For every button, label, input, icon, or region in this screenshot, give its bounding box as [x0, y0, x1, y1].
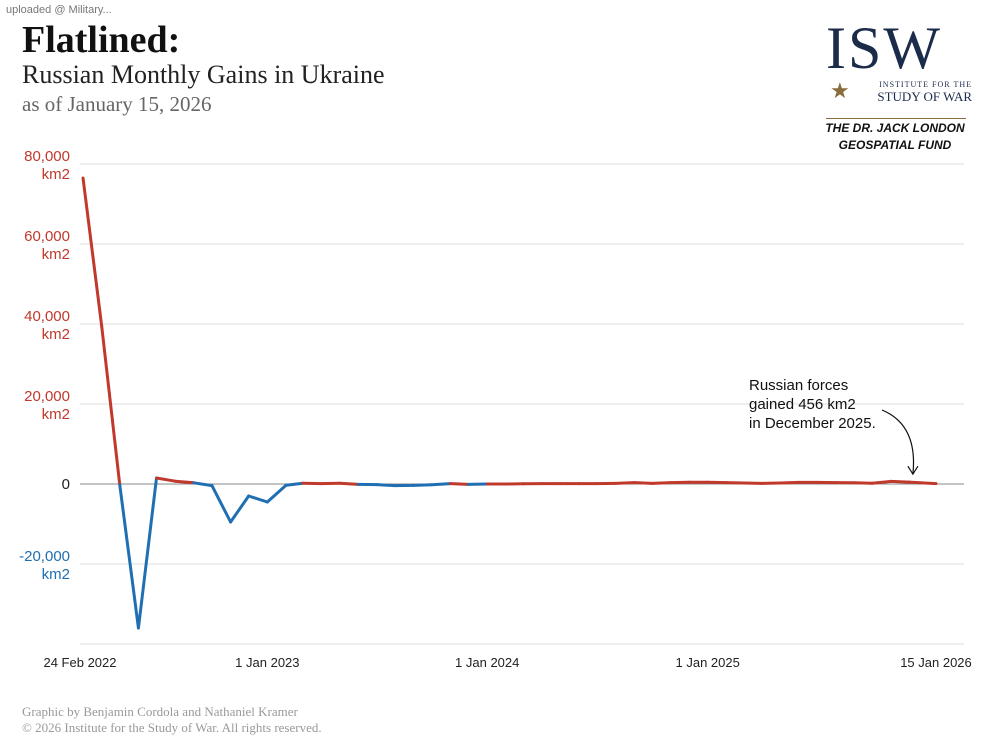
y-tick-unit: km2 [42, 406, 70, 423]
annotation-text: Russian forces [749, 377, 848, 394]
annotation: Russian forces gained 456 km2 in December … [749, 377, 919, 476]
annotation-text: gained 456 km2 [749, 396, 856, 413]
y-tick-unit: km2 [42, 246, 70, 263]
series-segment [210, 484, 233, 524]
logo-line2: STUDY OF WAR [877, 89, 972, 104]
series-segment [192, 481, 214, 488]
x-tick-label: 1 Jan 2023 [235, 655, 299, 670]
fund-line1: THE DR. JACK LONDON [825, 121, 965, 135]
watermark: uploaded @ Military... [6, 4, 112, 16]
chart-subtitle: Russian Monthly Gains in Ukraine [22, 60, 385, 89]
annotation-arrow [881, 409, 915, 475]
y-tick-unit: km2 [42, 566, 70, 583]
grid-lines [80, 163, 964, 645]
series-segment [100, 324, 122, 487]
y-tick-label: 80,000 [24, 148, 70, 165]
annotation-arrowhead [907, 465, 919, 476]
y-tick-label: -20,000 [19, 548, 70, 565]
x-axis-labels: 24 Feb 2022 1 Jan 2023 1 Jan 2024 1 Jan 202… [43, 655, 971, 670]
series-segment [81, 176, 104, 328]
y-tick-unit: km2 [42, 326, 70, 343]
series-segment [650, 481, 673, 485]
series-segment [173, 479, 196, 485]
series-segment [907, 480, 938, 486]
series-segment [136, 476, 159, 630]
x-tick-label: 15 Jan 2026 [900, 655, 972, 670]
series-segment [155, 476, 177, 483]
x-tick-label: 24 Feb 2022 [43, 655, 116, 670]
as-of-date: as of January 15, 2026 [22, 92, 212, 116]
series-segment [889, 479, 911, 484]
y-axis-labels: 80,000km260,000km240,000km220,000km20-20… [19, 148, 70, 583]
series-segment [229, 494, 251, 524]
y-tick-label: 40,000 [24, 308, 70, 325]
series-segment [338, 481, 360, 486]
series-segment [247, 494, 269, 504]
copyright-text: © 2026 Institute for the Study of War. A… [22, 720, 322, 735]
y-tick-label: 20,000 [24, 388, 70, 405]
isw-logo: ISW ★ INSTITUTE FOR THE STUDY OF WAR [826, 15, 972, 119]
series-segment [265, 483, 288, 504]
y-tick-unit: km2 [42, 166, 70, 183]
logo-line1: INSTITUTE FOR THE [879, 80, 972, 89]
fund-credit: THE DR. JACK LONDON GEOSPATIAL FUND [822, 120, 968, 154]
x-tick-label: 1 Jan 2024 [455, 655, 519, 670]
star-icon: ★ [830, 78, 850, 103]
series-segment [284, 481, 305, 487]
series-segment [412, 483, 434, 487]
line-chart: 80,000km260,000km240,000km220,000km20-20… [19, 148, 972, 670]
series-lines [81, 176, 938, 630]
fund-line2: GEOSPATIAL FUND [838, 138, 952, 152]
y-tick-label: 60,000 [24, 228, 70, 245]
series-segment [448, 482, 471, 486]
credit-text: Graphic by Benjamin Cordola and Nathanie… [22, 704, 298, 719]
series-segment [118, 483, 140, 630]
y-tick-label: 0 [62, 476, 70, 493]
x-tick-label: 1 Jan 2025 [676, 655, 740, 670]
logo-letters: ISW [826, 15, 942, 81]
series-segment [632, 481, 654, 485]
logo-divider [826, 118, 966, 119]
annotation-text: in December 2025. [749, 415, 876, 432]
series-segment [778, 480, 801, 485]
series-segment [430, 482, 452, 487]
series-segment [870, 479, 893, 485]
chart-title: Flatlined: [22, 19, 181, 61]
series-segment [614, 481, 636, 485]
series-segment [374, 483, 397, 488]
